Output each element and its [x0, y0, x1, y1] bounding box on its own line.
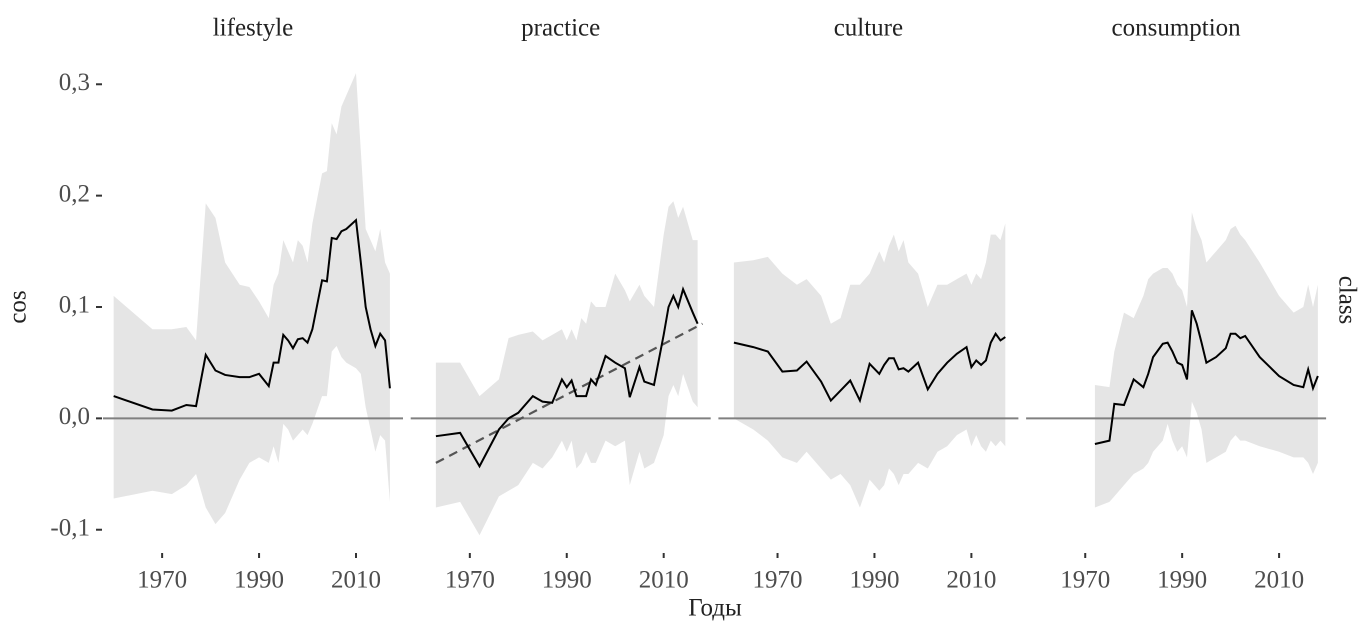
facet-title: culture: [834, 15, 903, 42]
y-tick-label: 0,0: [59, 403, 90, 430]
x-tick-label: 2010: [946, 567, 996, 594]
y-tick-label: 0,2: [59, 180, 90, 207]
y-axis-label: cos: [5, 290, 32, 323]
line: [435, 286, 699, 469]
line: [1094, 309, 1319, 445]
confidence-band: [113, 73, 390, 525]
x-tick-label: 1990: [234, 567, 284, 594]
line: [113, 218, 391, 412]
facet-title: consumption: [1112, 15, 1242, 42]
x-tick-label: 2010: [331, 567, 381, 594]
facet-title: lifestyle: [213, 15, 294, 42]
facet-title: practice: [521, 15, 600, 42]
x-tick-label: 1970: [445, 567, 495, 594]
y-tick-label: -0,1: [50, 514, 90, 541]
x-tick-label: 1990: [1157, 567, 1207, 594]
x-tick-label: 1970: [753, 567, 803, 594]
facet-label: class: [1333, 276, 1359, 325]
x-tick-label: 1990: [542, 567, 592, 594]
x-tick-label: 2010: [1254, 567, 1304, 594]
x-tick-label: 2010: [639, 567, 689, 594]
line: [733, 331, 1006, 404]
confidence-band: [435, 201, 698, 536]
x-axis-label: Годы: [688, 595, 742, 622]
x-tick-label: 1970: [137, 567, 187, 594]
trend-line: [435, 322, 703, 464]
x-tick-label: 1990: [849, 567, 899, 594]
y-tick-label: 0,1: [59, 292, 90, 319]
x-tick-label: 1970: [1060, 567, 1110, 594]
y-tick-label: 0,3: [59, 69, 90, 96]
